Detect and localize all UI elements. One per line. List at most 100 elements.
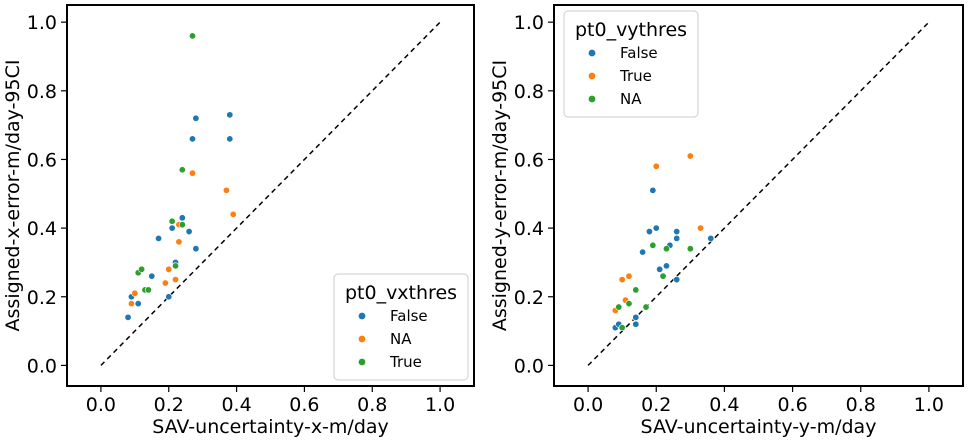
point-na-3 (165, 265, 173, 273)
point-na-2 (161, 279, 169, 287)
point-false-0 (124, 313, 132, 321)
point-true-5 (686, 152, 694, 160)
x-axis-label: SAV-uncertainty-y-m/day (641, 416, 877, 438)
point-false-14 (673, 276, 681, 284)
point-true-3 (625, 272, 633, 280)
point-na-8 (222, 186, 230, 194)
point-false-9 (185, 228, 193, 236)
x-tick-label: 0.0 (573, 394, 603, 416)
point-false-13 (226, 135, 234, 143)
legend-box (563, 10, 699, 118)
x-tick-label: 0.0 (86, 394, 116, 416)
point-true-6 (697, 224, 705, 232)
legend: pt0_vxthres False NA True (333, 273, 469, 381)
point-na-2 (625, 300, 633, 308)
point-true-4 (652, 162, 660, 170)
point-true-3 (144, 286, 152, 294)
plot-frame (553, 4, 964, 387)
point-false-8 (652, 224, 660, 232)
point-true-6 (178, 221, 186, 229)
legend-label-true: True (619, 67, 652, 85)
y-tick-label: 0.6 (27, 149, 57, 171)
y-tick-label: 0.8 (27, 81, 57, 103)
point-false-5 (165, 293, 173, 301)
legend-marker-true (358, 358, 366, 366)
point-na-3 (632, 286, 640, 294)
point-na-5 (649, 241, 657, 249)
point-true-8 (188, 32, 196, 40)
point-na-5 (175, 238, 183, 246)
point-false-11 (192, 114, 200, 122)
legend-title: pt0_vxthres (345, 282, 457, 304)
point-false-8 (178, 214, 186, 222)
point-false-3 (148, 272, 156, 280)
x-tick-label: 1.0 (914, 394, 944, 416)
right-scatter-panel: 0.0 0.2 0.4 0.6 0.8 1.0 0.0 0.2 0.4 0.6 0.8 1.0 SAV-… (489, 4, 964, 438)
point-false-12 (192, 245, 200, 253)
point-na-0 (615, 303, 623, 311)
point-true-1 (618, 276, 626, 284)
point-false-14 (226, 111, 234, 119)
legend-box (333, 273, 469, 381)
point-false-6 (645, 228, 653, 236)
y-tick-label: 0.4 (514, 218, 544, 240)
point-false-4 (155, 234, 163, 242)
y-axis-label: Assigned-y-error-m/day-95CI (489, 60, 511, 331)
point-na-6 (659, 272, 667, 280)
point-false-3 (632, 320, 640, 328)
x-axis-label: SAV-uncertainty-x-m/day (152, 416, 389, 438)
point-false-12 (673, 234, 681, 242)
point-false-9 (656, 265, 664, 273)
legend-label-true: True (389, 353, 422, 371)
point-na-8 (686, 245, 694, 253)
point-false-7 (649, 186, 657, 194)
point-false-5 (639, 248, 647, 256)
x-tick-label: 0.2 (154, 394, 184, 416)
point-false-10 (662, 262, 670, 270)
legend-label-na: NA (390, 330, 412, 348)
left-scatter-panel: 0.0 0.2 0.4 0.6 0.8 1.0 0.0 0.2 0.4 0.6 0.8 1.0 SAV-… (2, 4, 475, 438)
point-false-13 (673, 228, 681, 236)
point-true-7 (178, 166, 186, 174)
y-tick-label: 0.0 (514, 355, 544, 377)
point-true-1 (138, 265, 146, 273)
y-axis-label: Assigned-x-error-m/day-95CI (2, 60, 24, 332)
y-tick-label: 1.0 (27, 12, 57, 34)
y-tick-label: 0.6 (514, 149, 544, 171)
point-na-4 (172, 276, 180, 284)
x-tick-label: 0.6 (777, 394, 807, 416)
point-na-1 (618, 324, 626, 332)
point-false-10 (188, 135, 196, 143)
x-tick-label: 0.6 (289, 394, 319, 416)
x-tick-label: 0.4 (709, 394, 739, 416)
y-tick-label: 0.2 (514, 287, 544, 309)
y-tick-label: 0.0 (27, 355, 57, 377)
point-na-4 (642, 303, 650, 311)
x-tick-label: 0.8 (846, 394, 876, 416)
x-tick-label: 1.0 (425, 394, 455, 416)
legend: pt0_vythres False True NA (563, 10, 699, 118)
legend-label-na: NA (620, 90, 642, 108)
point-false-15 (707, 234, 715, 242)
point-na-1 (131, 289, 139, 297)
x-tick-label: 0.8 (357, 394, 387, 416)
legend-title: pt0_vythres (575, 19, 687, 41)
legend-label-false: False (620, 44, 658, 62)
y-tick-label: 0.2 (27, 287, 57, 309)
point-na-7 (662, 245, 670, 253)
point-false-2 (134, 300, 142, 308)
legend-marker-true (588, 72, 596, 80)
x-tick-label: 0.4 (221, 394, 251, 416)
legend-marker-na (358, 335, 366, 343)
point-na-0 (127, 300, 135, 308)
point-false-6 (168, 224, 176, 232)
legend-marker-false (588, 49, 596, 57)
y-tick-label: 0.4 (27, 218, 57, 240)
legend-marker-false (358, 312, 366, 320)
y-tick-label: 1.0 (514, 12, 544, 34)
plot-frame (66, 4, 475, 387)
point-true-5 (172, 262, 180, 270)
point-false-4 (632, 313, 640, 321)
x-tick-label: 0.2 (641, 394, 671, 416)
